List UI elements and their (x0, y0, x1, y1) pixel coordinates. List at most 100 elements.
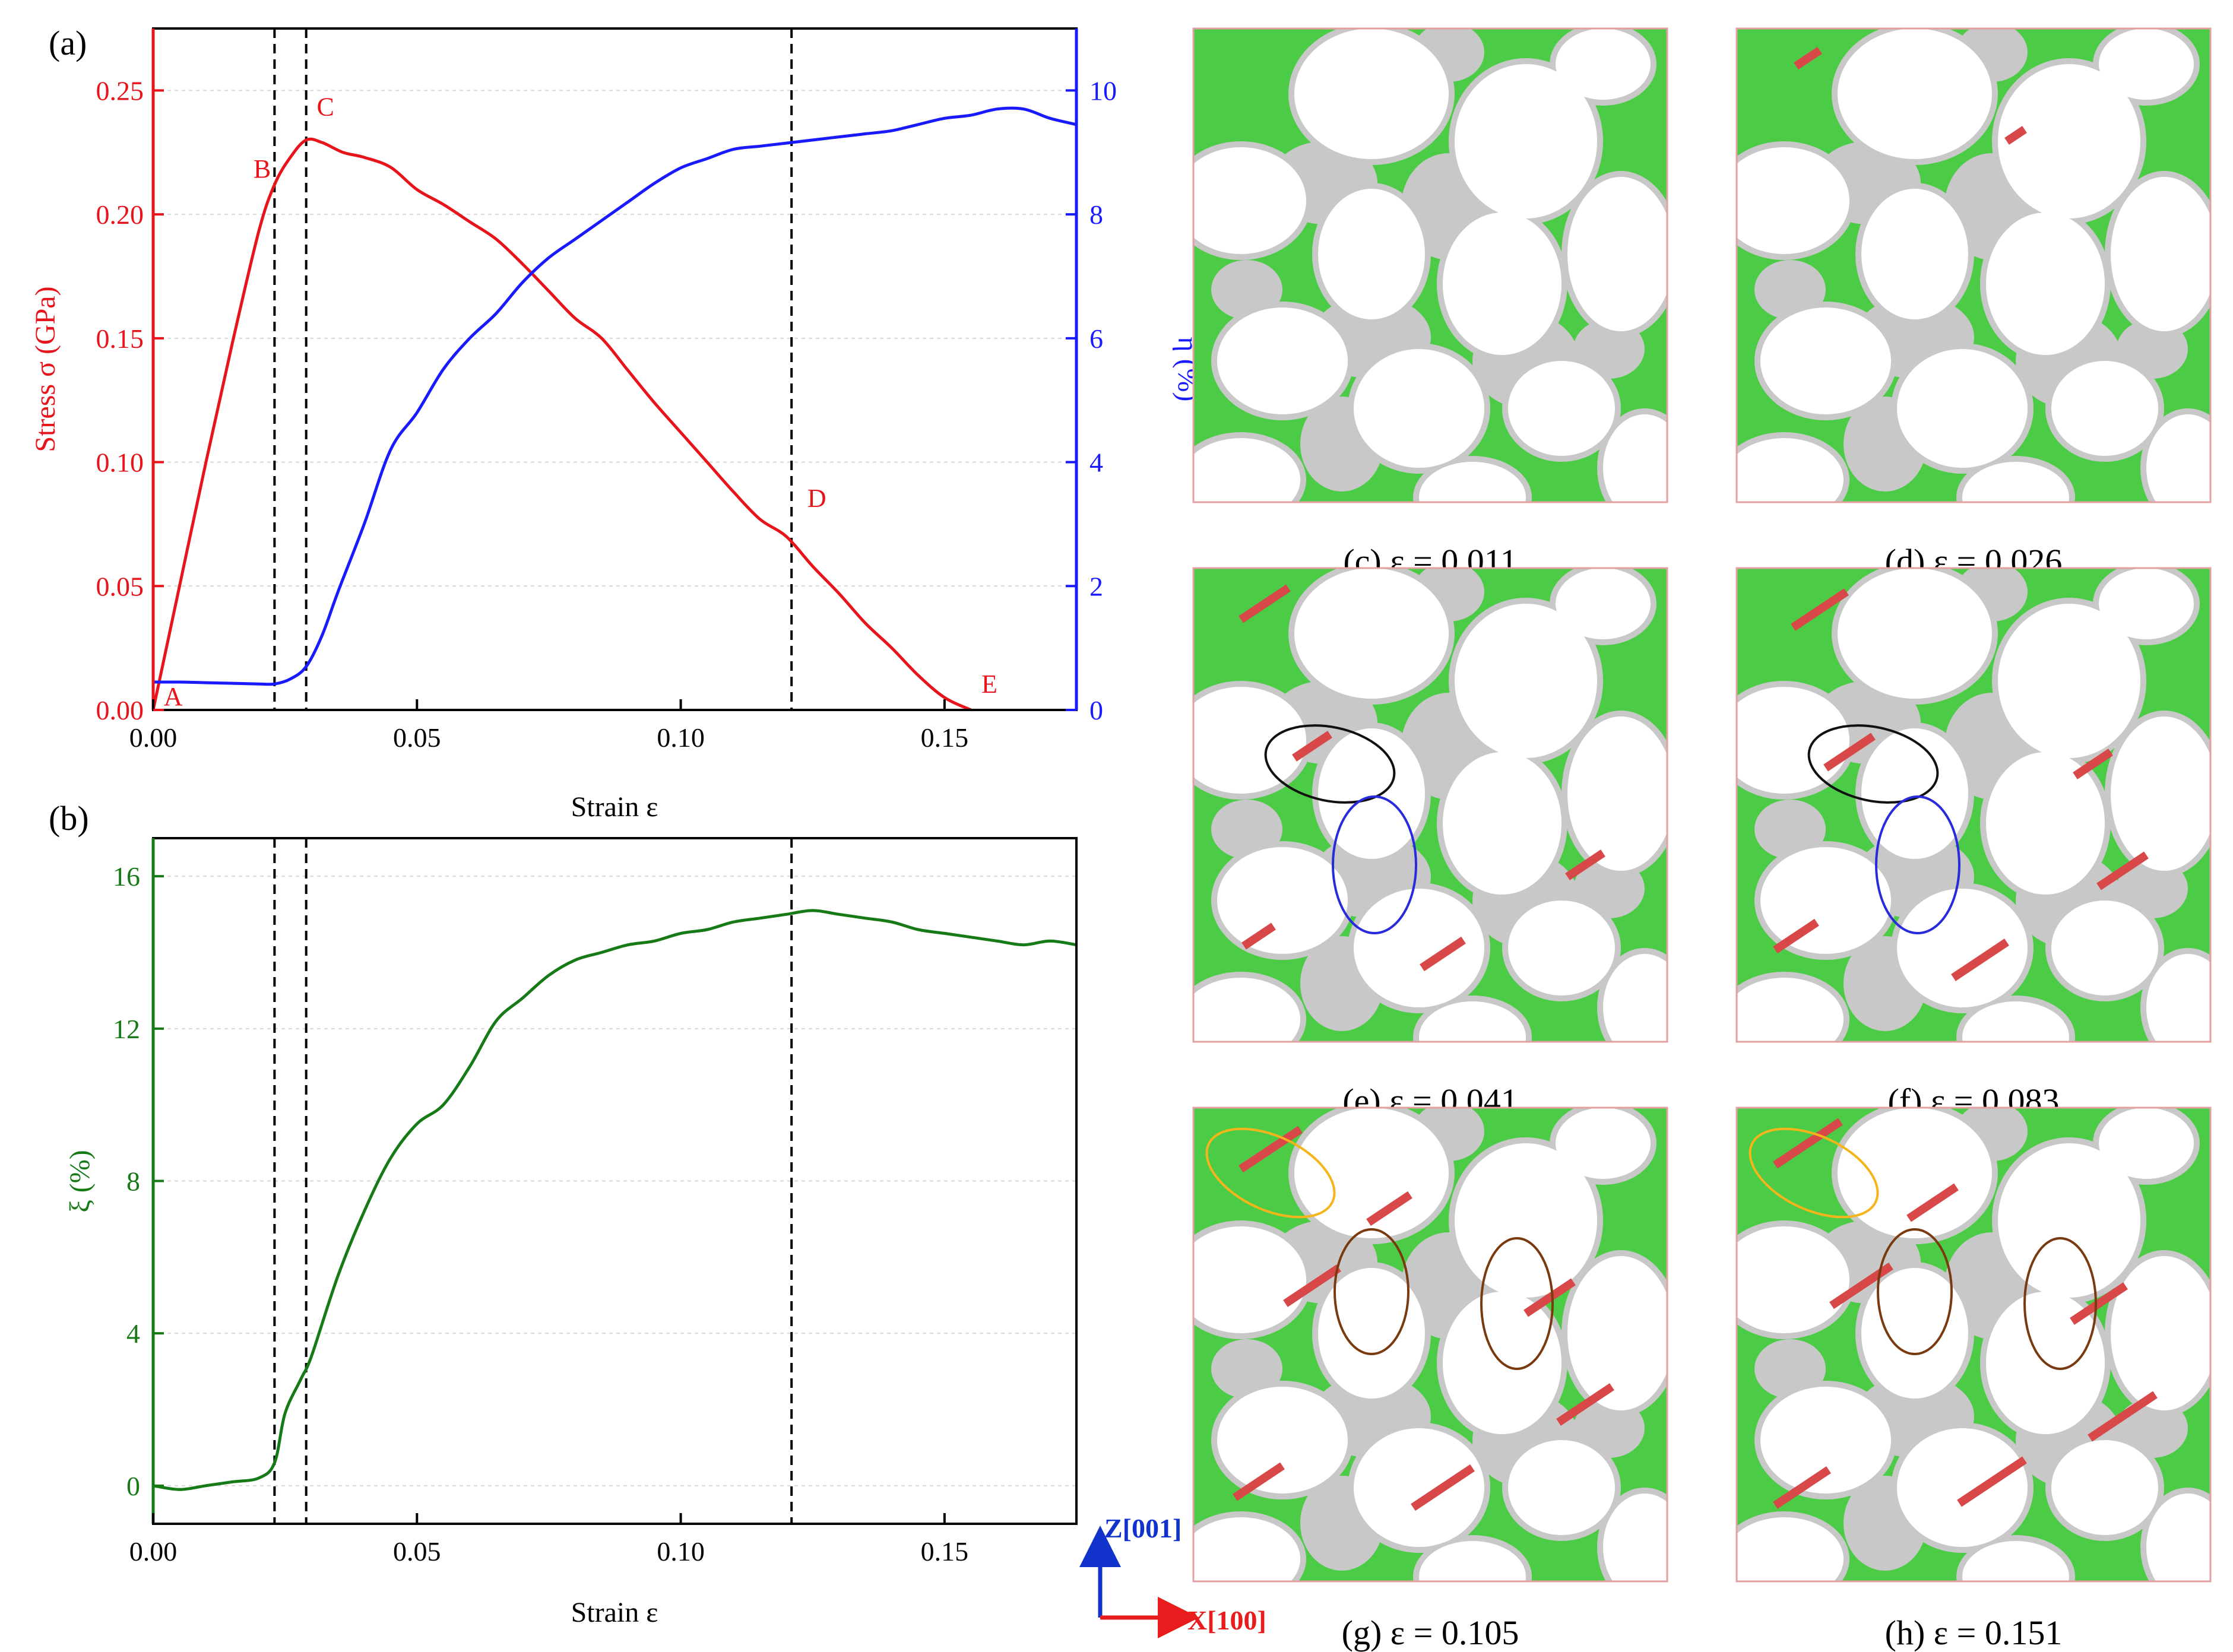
point-label-d: D (807, 484, 826, 513)
pore (1897, 889, 2028, 1007)
highlight-ellipse (1205, 1127, 1336, 1219)
pore (1737, 147, 1849, 254)
pore (2099, 1108, 2194, 1179)
x-tick-label-a: 0.05 (393, 722, 441, 753)
pore (1603, 414, 1667, 502)
pore (1443, 213, 1561, 355)
pore (1760, 307, 1891, 414)
pore (1193, 147, 1306, 254)
highlight-ellipse (1807, 724, 1939, 804)
y-axis-label-b: ξ (%) (64, 1150, 96, 1212)
snapshot-g (1192, 1106, 1668, 1583)
pore (2051, 361, 2158, 456)
y-tick-label-right-a: 4 (1089, 448, 1103, 478)
panel-label-b: (b) (49, 799, 89, 838)
snapshot-frame (1735, 1106, 2212, 1583)
stacking-fault-band (1957, 1456, 2027, 1507)
snapshot-caption-h: (h) ε = 0.151 (1885, 1613, 2063, 1652)
pore (1455, 604, 1597, 758)
pore (1962, 462, 2069, 502)
pore (1737, 1517, 1844, 1581)
y-tick-label-left-a: 0.05 (96, 571, 144, 601)
stacking-fault-band (1233, 1462, 1285, 1501)
highlight-ellipse (1264, 724, 1396, 804)
y-tick-label-left-a: 0.10 (96, 448, 144, 478)
stacking-fault-band (2096, 851, 2149, 890)
series-line-stress (153, 137, 972, 710)
snapshot-grid: (c) ε = 0.011 (d) ε = 0.026(e) ε = 0.041(… (1192, 27, 2212, 1652)
grid-a (153, 90, 1076, 711)
y-tick-label-left-a: 0.15 (96, 324, 144, 354)
highlight-ellipse (1334, 1228, 1410, 1355)
panel-label-a: (a) (49, 24, 87, 62)
highlight-ellipse (1877, 1228, 1953, 1355)
snapshot-frame (1192, 27, 1668, 503)
axes-indicator: Z[001] X[100] (1079, 1513, 1266, 1638)
pore (1838, 1108, 1992, 1238)
snapshot-microstructure (1193, 568, 1667, 1042)
y-tick-label-right-a: 0 (1089, 695, 1103, 725)
pore (1962, 1001, 2069, 1042)
pore (1556, 568, 1651, 639)
pore (1897, 1428, 2028, 1547)
x-tick-label-b: 0.15 (921, 1536, 969, 1567)
pore (1897, 349, 2028, 468)
pore (2051, 900, 2158, 995)
pore (1998, 64, 2140, 218)
pore (1217, 847, 1348, 954)
highlight-ellipse (1332, 795, 1417, 934)
stacking-fault-band (1794, 46, 1822, 70)
pore (1217, 307, 1348, 414)
pore (1217, 1387, 1348, 1494)
highlight-ellipse (1875, 795, 1960, 934)
pore (1294, 568, 1449, 699)
snapshot-frame (1192, 1106, 1668, 1583)
x-tick-label-b: 0.05 (393, 1536, 441, 1567)
pore (1838, 28, 1992, 159)
x-tick-label-a: 0.00 (129, 722, 178, 753)
pore (1294, 1108, 1449, 1238)
stacking-fault-band (1523, 1278, 1576, 1317)
chart-b: (b) 0.00 0.05 0.10 0.15 0 4 8 12 16 Strain ε ξ (… (49, 799, 1078, 1628)
x-tick-label-a: 0.15 (921, 722, 969, 753)
pore (1962, 1541, 2069, 1581)
y-tick-label-b: 16 (113, 861, 140, 892)
y-tick-label-left-a: 0.00 (96, 695, 144, 725)
pore (2146, 1494, 2210, 1581)
pore (1193, 1517, 1300, 1581)
ticks-a: 0.00 0.05 0.10 0.15 0.00 0.05 0.10 0.15 0.20 0.25… (96, 75, 1117, 753)
stacking-fault-band (1420, 936, 1466, 972)
stacking-fault-band (1791, 588, 1849, 631)
highlight-ellipse (1749, 1127, 1879, 1219)
stacking-fault-band (1292, 731, 1332, 762)
pore (1193, 687, 1306, 794)
pore (1838, 568, 1992, 699)
stacking-fault-band (1565, 849, 1605, 880)
pore (2099, 28, 2194, 100)
ticks-b: 0.00 0.05 0.10 0.15 0 4 8 12 16 (113, 861, 968, 1567)
pore (1294, 28, 1449, 159)
snapshot-caption-g: (g) ε = 0.105 (1342, 1613, 1519, 1652)
pore (1760, 1387, 1891, 1494)
series-b (153, 909, 1076, 1491)
point-label-b: B (254, 154, 271, 183)
pore (2111, 1256, 2210, 1410)
pore (1861, 1268, 1968, 1399)
stacking-fault-band (1823, 733, 1876, 772)
pore (1737, 1226, 1849, 1333)
pore (1318, 1268, 1425, 1399)
series-line-eta (153, 106, 1076, 686)
y-tick-label-b: 12 (113, 1014, 140, 1044)
x-tick-label-b: 0.00 (129, 1536, 178, 1567)
snapshot-frame (1735, 27, 2212, 503)
snapshot-microstructure (1737, 568, 2210, 1042)
series-a (153, 106, 1076, 710)
pore (1419, 1001, 1526, 1042)
pore (1556, 1108, 1651, 1179)
pore (1443, 752, 1561, 895)
pore (1508, 361, 1615, 456)
x-axis-label-b: Strain ε (571, 1597, 658, 1628)
point-label-a: A (164, 682, 183, 711)
pore (2099, 568, 2194, 639)
pore (1603, 954, 1667, 1042)
